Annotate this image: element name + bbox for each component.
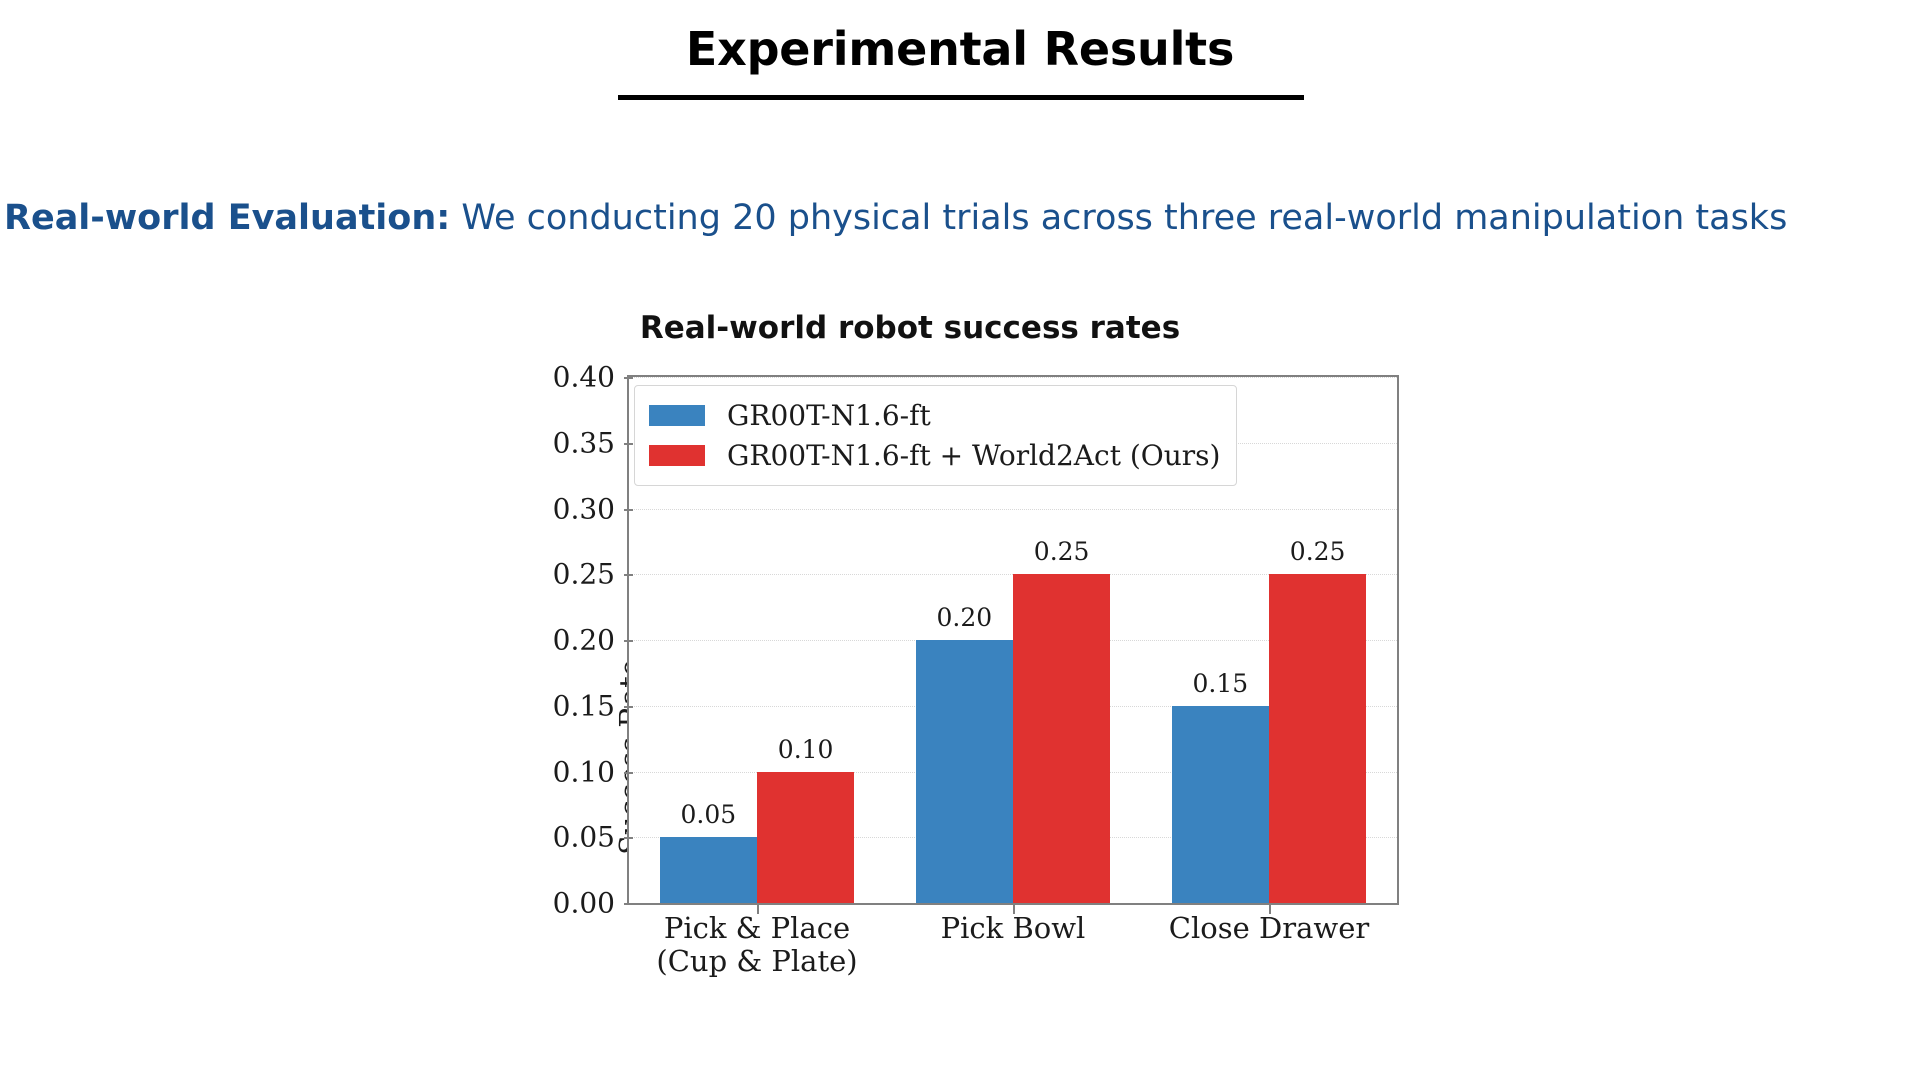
y-tick-label: 0.10 [552, 755, 615, 788]
title-underline-rule [618, 95, 1304, 100]
bar-value-label: 0.10 [777, 734, 834, 764]
bar [915, 640, 1013, 903]
y-tick-mark [624, 705, 633, 708]
bar-value-label: 0.20 [936, 603, 993, 632]
y-tick-label: 0.15 [552, 689, 615, 723]
y-tick-label: 0.05 [552, 820, 615, 854]
legend-swatch [649, 444, 705, 466]
y-tick-mark [624, 903, 633, 905]
chart-title: Real-world robot success rates [639, 310, 1181, 346]
bar [1171, 705, 1269, 903]
x-tick-label: Pick & Place (Cup & Plate) [656, 911, 858, 978]
y-tick-label: 0.20 [552, 623, 615, 657]
bars-layer: 0.05 0.10 0.20 0.25 0.15 0.25 [629, 377, 1397, 903]
y-axis-ticks: 0.00 0.05 0.10 0.15 0.20 0.25 0.30 0.35 0.40 [527, 361, 615, 920]
y-tick-mark [624, 508, 633, 511]
y-tick-label: 0.30 [552, 492, 615, 525]
y-tick-label: 0.00 [552, 886, 615, 920]
bar-value-label: 0.05 [680, 800, 737, 830]
chart-legend: GR00T-N1.6-ft GR00T-N1.6-ft + World2Act (… [634, 385, 1238, 486]
bar [1269, 574, 1367, 903]
x-tick-mark [1269, 905, 1271, 914]
legend-label: GR00T-N1.6-ft + World2Act (Ours) [727, 438, 1221, 472]
y-tick-mark [624, 442, 633, 445]
x-tick-mark [1013, 905, 1015, 914]
bar-value-label: 0.15 [1192, 668, 1249, 698]
y-tick-mark [624, 837, 633, 840]
x-tick-mark [757, 905, 759, 914]
legend-swatch [649, 404, 705, 426]
y-tick-label: 0.35 [552, 426, 615, 460]
bar [757, 771, 855, 903]
gridline [629, 508, 1397, 510]
page-title: Experimental Results [685, 22, 1235, 76]
subtitle-lead: Real-world Evaluation: [4, 198, 451, 238]
gridline [629, 377, 1397, 378]
legend-item: GR00T-N1.6-ft + World2Act (Ours) [649, 435, 1220, 475]
y-tick-label: 0.25 [552, 557, 615, 591]
bar [659, 837, 757, 903]
subtitle-body: We conducting 20 physical trials across … [450, 198, 1788, 238]
y-tick-mark [624, 574, 633, 577]
y-tick-mark [624, 771, 633, 774]
subtitle-line: Real-world Evaluation: We conducting 20 … [4, 196, 1920, 240]
y-tick-mark [624, 640, 633, 642]
bar-value-label: 0.25 [1289, 537, 1346, 567]
bar [1013, 574, 1111, 903]
bar-value-label: 0.25 [1033, 537, 1090, 567]
legend-item: GR00T-N1.6-ft [649, 395, 1220, 435]
x-tick-label: Pick Bowl [940, 911, 1086, 945]
y-tick-label: 0.40 [552, 360, 615, 394]
y-tick-mark [624, 377, 633, 379]
x-tick-label: Close Drawer [1168, 911, 1370, 945]
legend-label: GR00T-N1.6-ft [727, 398, 931, 432]
